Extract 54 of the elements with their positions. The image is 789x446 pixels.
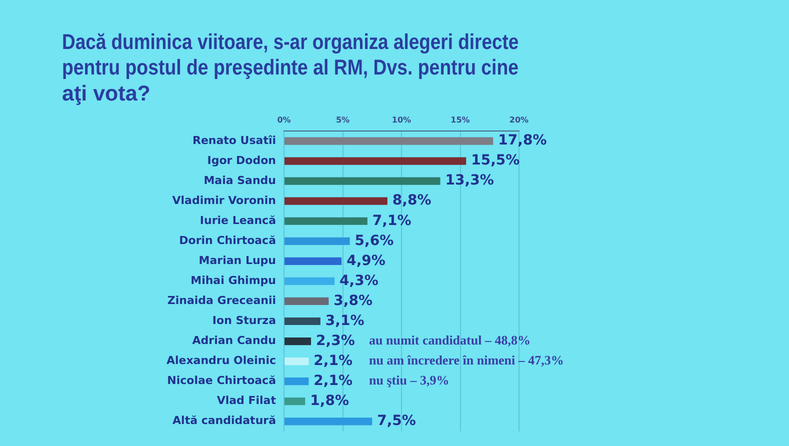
bar: [284, 137, 494, 145]
bar: [284, 257, 342, 265]
bar: [284, 317, 320, 326]
data-label: 5,6%: [354, 232, 394, 249]
data-label: 15,5%: [471, 152, 520, 169]
y-tick-label: Zinaida Greceanii: [167, 294, 276, 308]
bar: [284, 197, 388, 205]
annotation: au numit candidatul – 48,8%: [369, 332, 530, 348]
x-tick-label: 20%: [509, 115, 529, 124]
data-label: 3,8%: [334, 292, 372, 309]
y-tick-label: Vladimir Voronin: [172, 194, 276, 207]
data-label: 3,1%: [325, 312, 364, 329]
y-tick-label: Nicolae Chirtoacă: [167, 374, 276, 388]
y-tick-label: Igor Dodon: [207, 154, 276, 167]
bar: [284, 378, 309, 386]
y-tick-label: Altă candidatură: [172, 414, 276, 428]
y-tick-label: Vlad Filat: [216, 394, 276, 408]
y-tick-label: Iurie Leancă: [200, 214, 276, 227]
data-label: 2,3%: [316, 332, 355, 349]
y-tick-label: Marian Lupu: [198, 254, 276, 268]
bar: [284, 177, 440, 185]
bar: [284, 297, 329, 306]
bar: [284, 157, 466, 165]
data-label: 4,9%: [346, 252, 386, 269]
data-label: 2,1%: [314, 372, 353, 389]
data-label: 17,8%: [498, 132, 547, 149]
y-tick-label: Renato Usatîi: [192, 134, 276, 147]
data-label: 2,1%: [314, 352, 353, 369]
y-tick-label: Adrian Candu: [192, 334, 276, 348]
x-tick-label: 5%: [336, 115, 350, 124]
bar: [284, 217, 368, 225]
bar: [284, 237, 350, 245]
chart-title: Dacă duminica viitoare, s-ar organiza alegeri directe pentru postul de preşedinte al RM, Dvs. pentru cine aţi vota?: [62, 30, 519, 106]
x-tick-label: 15%: [450, 115, 470, 124]
annotation: nu am încredere în nimeni – 47,3%: [369, 352, 564, 368]
bar: [284, 418, 372, 426]
data-label: 1,8%: [310, 393, 349, 409]
y-tick-label: Alexandru Oleinic: [166, 354, 276, 368]
y-tick-label: Mihai Ghimpu: [190, 274, 276, 288]
data-label: 8,8%: [392, 192, 432, 209]
x-tick-label: 10%: [392, 115, 412, 124]
data-label: 4,3%: [340, 272, 378, 289]
bar: [284, 358, 309, 366]
data-label: 7,5%: [377, 413, 416, 430]
bar: [284, 277, 335, 286]
y-tick-label: Ion Sturza: [212, 314, 276, 328]
annotation: nu ştiu – 3,9%: [369, 372, 450, 388]
x-tick-label: 0%: [277, 115, 291, 124]
y-tick-label: Dorin Chirtoacă: [179, 234, 276, 248]
y-tick-label: Maia Sandu: [204, 174, 276, 187]
data-label: 13,3%: [445, 172, 494, 189]
data-label: 7,1%: [372, 212, 412, 229]
bar: [284, 398, 306, 406]
bar: [284, 337, 312, 346]
